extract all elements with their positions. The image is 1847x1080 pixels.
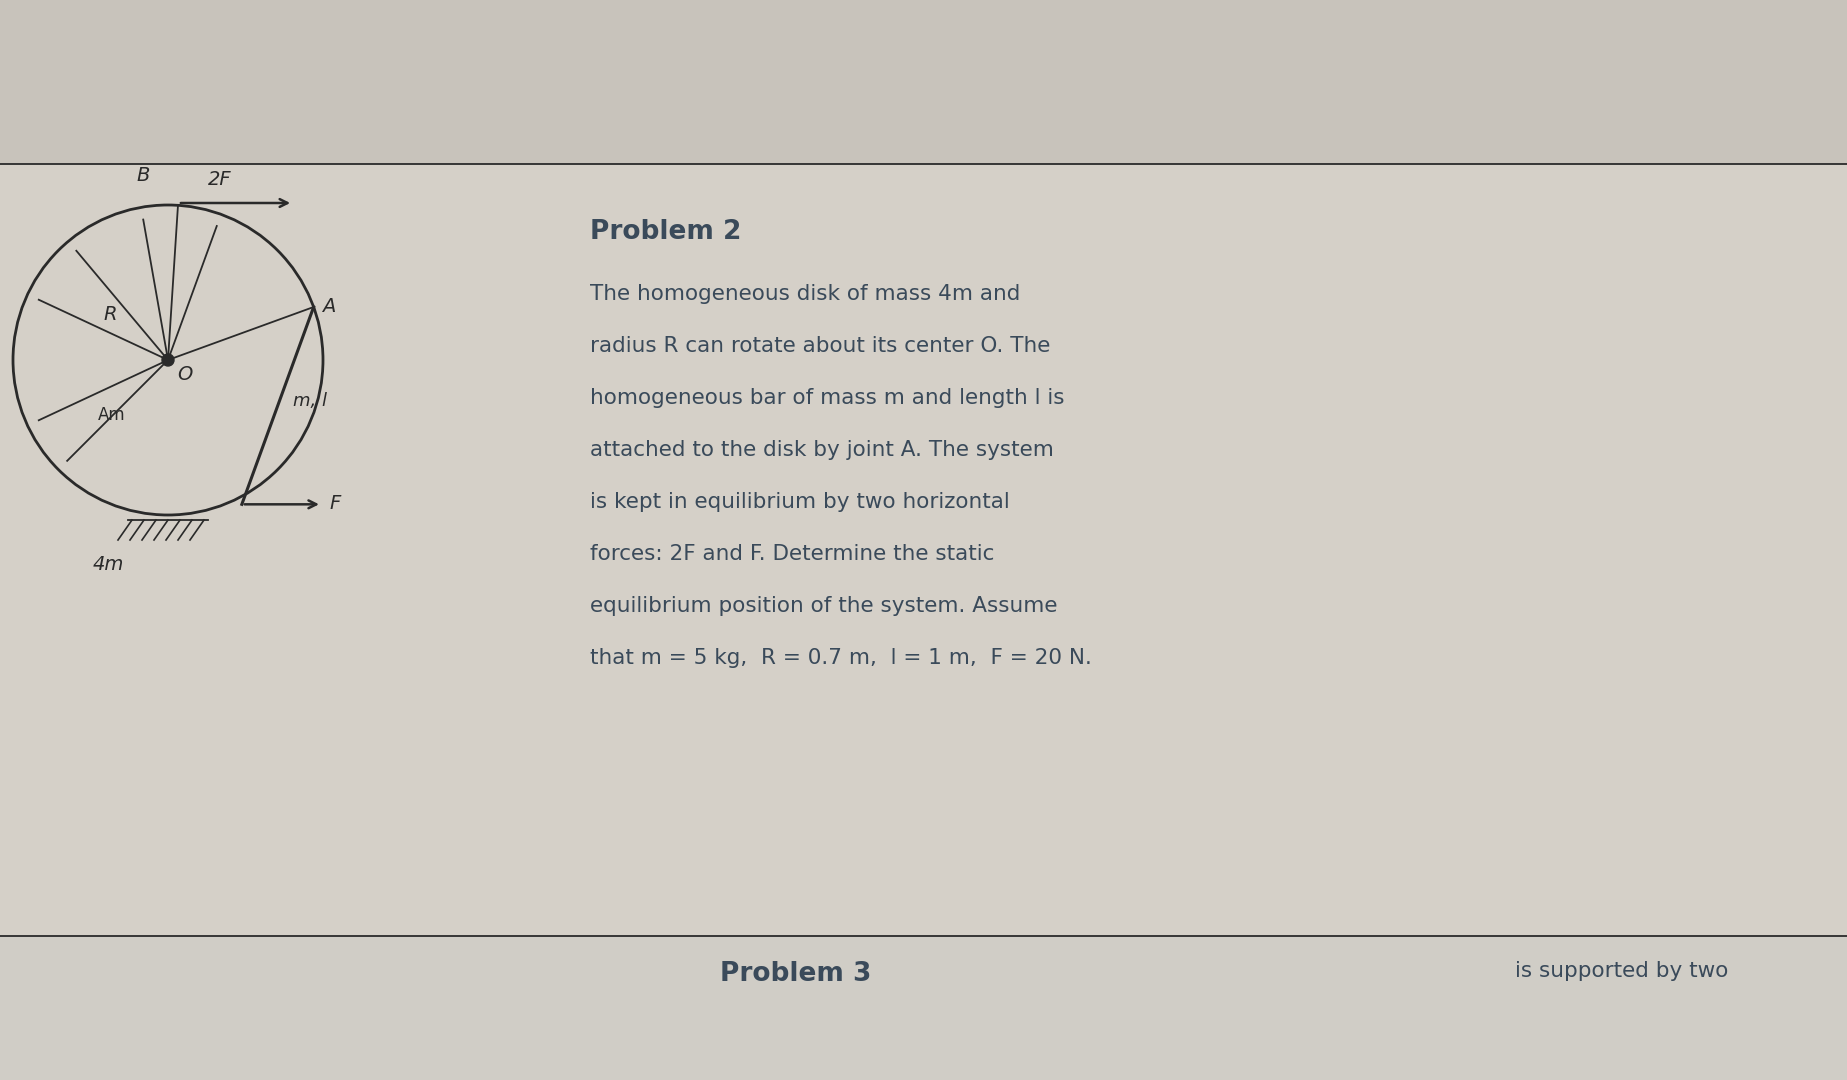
Text: 4m: 4m xyxy=(92,555,124,573)
Text: A: A xyxy=(321,297,334,316)
Text: that m = 5 kg,  R = 0.7 m,  l = 1 m,  F = 20 N.: that m = 5 kg, R = 0.7 m, l = 1 m, F = 2… xyxy=(589,648,1092,669)
Text: Problem 3: Problem 3 xyxy=(720,961,872,987)
Text: radius R can rotate about its center O. The: radius R can rotate about its center O. … xyxy=(589,336,1051,356)
Text: Am: Am xyxy=(98,406,126,424)
Text: m, l: m, l xyxy=(292,392,327,409)
Text: attached to the disk by joint A. The system: attached to the disk by joint A. The sys… xyxy=(589,441,1055,460)
Text: B: B xyxy=(137,166,150,185)
Text: R: R xyxy=(103,305,116,324)
Circle shape xyxy=(163,354,174,366)
Text: equilibrium position of the system. Assume: equilibrium position of the system. Assu… xyxy=(589,596,1058,617)
Text: forces: 2F and F. Determine the static: forces: 2F and F. Determine the static xyxy=(589,544,994,564)
Text: 2F: 2F xyxy=(209,170,231,189)
Text: is kept in equilibrium by two horizontal: is kept in equilibrium by two horizontal xyxy=(589,492,1010,512)
Text: O: O xyxy=(177,365,192,384)
Text: is supported by two: is supported by two xyxy=(1515,961,1729,982)
Bar xyxy=(0,936,1847,1080)
Text: The homogeneous disk of mass 4m and: The homogeneous disk of mass 4m and xyxy=(589,284,1020,305)
Bar xyxy=(0,0,1847,164)
Text: Problem 2: Problem 2 xyxy=(589,219,741,245)
Text: homogeneous bar of mass m and length l is: homogeneous bar of mass m and length l i… xyxy=(589,388,1064,408)
Text: F: F xyxy=(331,495,342,513)
